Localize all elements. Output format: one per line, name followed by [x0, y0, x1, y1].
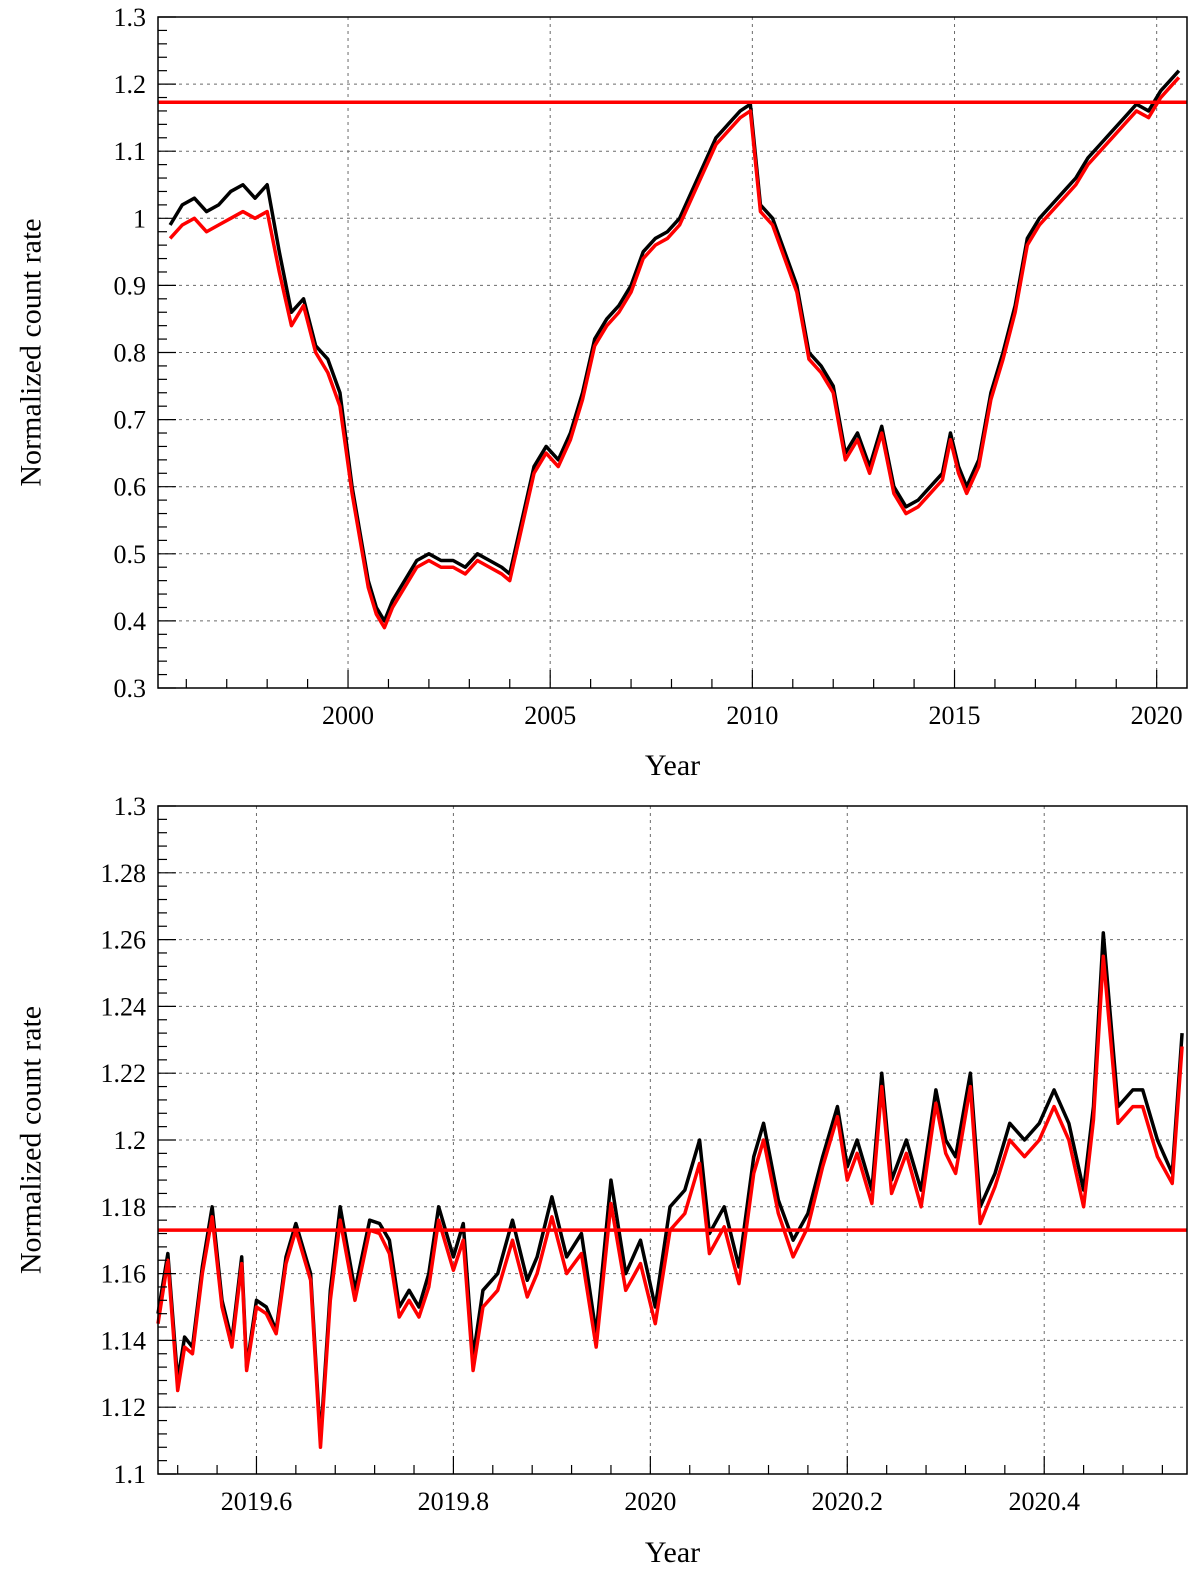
top-chart-y-tick-label: 1.3	[114, 3, 147, 32]
top-chart-x-tick-label: 2005	[524, 701, 576, 730]
bottom-chart-series-red-line	[156, 954, 1184, 1450]
bottom-chart-y-tick-label: 1.14	[101, 1326, 147, 1355]
top-chart-y-axis-title: Normalized count rate	[15, 218, 48, 486]
bottom-chart-panel: 2019.6 2019.8 2020 2020.2 2020.4 1.1 1.12 1.14…	[15, 792, 1188, 1569]
top-chart-y-tick-label: 1	[133, 204, 146, 233]
top-chart-y-tick-label: 0.7	[114, 406, 147, 435]
bottom-chart-y-tick-label: 1.12	[101, 1393, 147, 1422]
top-chart-x-tick-labels: 2000 2005 2010 2015 2020	[322, 701, 1183, 730]
top-chart-y-tick-label: 0.3	[114, 674, 147, 703]
bottom-chart-y-tick-label: 1.22	[101, 1059, 147, 1088]
bottom-chart-y-tick-label: 1.2	[114, 1126, 147, 1155]
bottom-chart-x-tick-label: 2020	[624, 1487, 676, 1516]
bottom-chart-y-tick-label: 1.28	[101, 859, 147, 888]
bottom-chart-x-tick-label: 2020.4	[1008, 1487, 1080, 1516]
bottom-chart-y-tick-label: 1.1	[114, 1460, 147, 1489]
bottom-chart-y-tick-label: 1.26	[101, 926, 147, 955]
top-chart-y-tick-label: 1.2	[114, 70, 147, 99]
bottom-chart-y-tick-labels: 1.1 1.12 1.14 1.16 1.18 1.2 1.22 1.24 1.26 1.28 1.…	[101, 792, 147, 1489]
bottom-chart-y-tick-label: 1.18	[101, 1193, 147, 1222]
bottom-chart-x-tick-label: 2020.2	[812, 1487, 884, 1516]
bottom-chart-y-axis-title: Normalized count rate	[15, 1006, 48, 1274]
top-chart-x-tick-label: 2000	[322, 701, 374, 730]
top-chart-y-tick-label: 0.6	[114, 473, 147, 502]
top-chart-y-tick-labels: 0.3 0.4 0.5 0.6 0.7 0.8 0.9 1 1.1 1.2 1.3	[114, 3, 147, 703]
top-chart-x-tick-label: 2015	[929, 701, 981, 730]
top-chart-grid	[158, 17, 1187, 688]
top-chart-y-tick-label: 0.5	[114, 540, 147, 569]
bottom-chart-y-tick-label: 1.16	[101, 1260, 147, 1289]
top-chart-x-tick-label: 2010	[726, 701, 778, 730]
top-chart-x-tick-label: 2020	[1131, 701, 1183, 730]
top-chart-series-red-line	[168, 76, 1181, 630]
bottom-chart-y-tick-label: 1.3	[114, 792, 147, 821]
top-chart-y-tick-label: 1.1	[114, 137, 147, 166]
top-chart-y-tick-label: 0.4	[114, 607, 147, 636]
top-chart-x-axis-title: Year	[645, 749, 700, 782]
top-chart-y-tick-label: 0.8	[114, 339, 147, 368]
bottom-chart-ticks	[158, 805, 1163, 1475]
bottom-chart-series	[156, 931, 1184, 1450]
top-chart-panel: 2000 2005 2010 2015 2020 0.30.40.50.60.70.80…	[15, 3, 1188, 782]
bottom-chart-x-tick-label: 2019.8	[418, 1487, 490, 1516]
top-chart-series	[168, 69, 1181, 630]
top-chart-ticks	[158, 16, 1158, 689]
top-chart-series-black-line	[168, 69, 1181, 623]
bottom-chart-grid	[158, 806, 1187, 1474]
top-chart-y-tick-label: 0.9	[114, 271, 147, 300]
bottom-chart-x-axis-title: Year	[645, 1536, 700, 1569]
bottom-chart-x-tick-label: 2019.6	[221, 1487, 293, 1516]
bottom-chart-x-tick-labels: 2019.6 2019.8 2020 2020.2 2020.4	[221, 1487, 1080, 1516]
bottom-chart-series-black-line	[156, 931, 1184, 1443]
bottom-chart-y-tick-label: 1.24	[101, 992, 147, 1021]
